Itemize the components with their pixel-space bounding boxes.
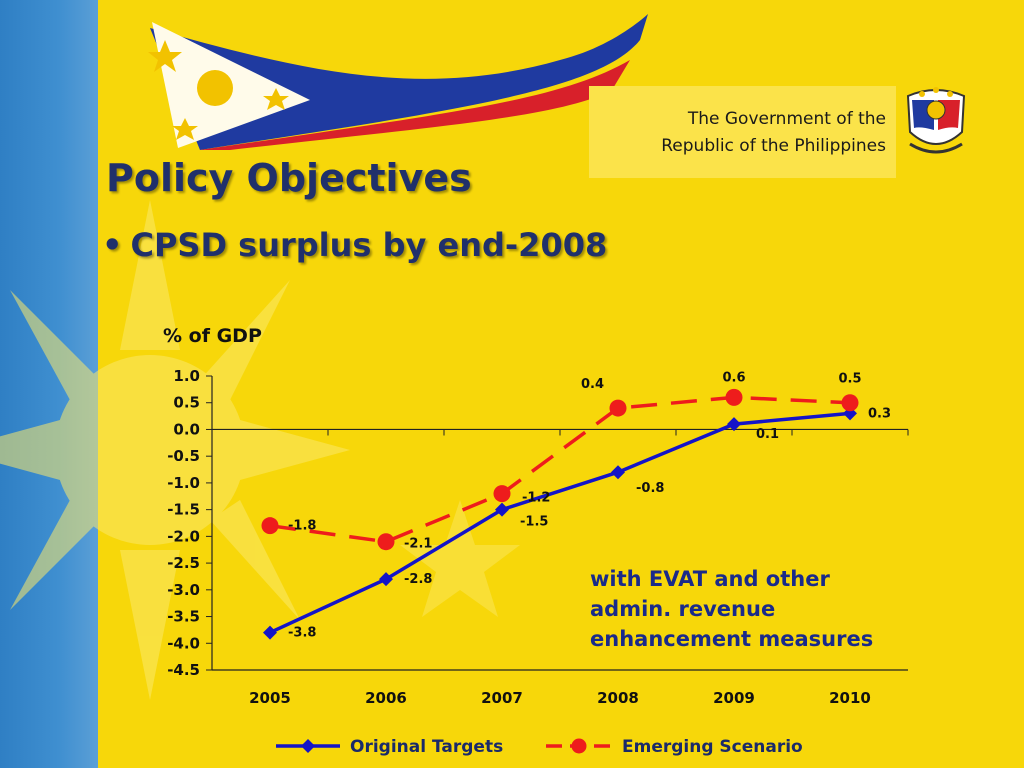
page-title: Policy Objectives — [106, 156, 472, 200]
y-tick-label: -4.0 — [167, 634, 200, 652]
y-tick-label: 0.5 — [173, 394, 200, 412]
data-label: -1.2 — [522, 491, 550, 506]
data-label: 0.1 — [756, 427, 779, 442]
series-line-1 — [269, 395, 851, 544]
bullet-text: CPSD surplus by end-2008 — [130, 226, 608, 264]
y-tick-label: -4.5 — [167, 661, 200, 679]
legend-marker — [571, 738, 587, 754]
philippine-seal-icon — [906, 87, 966, 154]
bullet-point: • CPSD surplus by end-2008 — [102, 226, 607, 264]
bullet-dot: • — [102, 226, 123, 264]
y-tick-label: -2.5 — [167, 554, 200, 572]
legend-label: Original Targets — [350, 737, 503, 757]
emerging-scenario-point — [493, 485, 511, 503]
x-tick-label: 2008 — [597, 689, 639, 707]
y-tick-label: -1.0 — [167, 474, 200, 492]
data-label: -3.8 — [288, 626, 316, 641]
chart-ylabel: % of GDP — [163, 325, 262, 347]
original-targets-point — [611, 465, 625, 480]
emerging-scenario-point — [377, 533, 395, 551]
data-label: -2.1 — [404, 537, 432, 552]
y-tick-label: -3.5 — [167, 608, 200, 626]
legend-label: Emerging Scenario — [622, 737, 803, 757]
emerging-scenario-point — [609, 399, 627, 417]
x-tick-label: 2005 — [249, 689, 291, 707]
government-text: The Government of the Republic of the Ph… — [661, 109, 886, 156]
y-tick-label: -0.5 — [167, 447, 200, 465]
data-label: -0.8 — [636, 481, 664, 496]
emerging-scenario-point — [261, 517, 279, 535]
original-targets-point — [379, 572, 393, 587]
data-label: 0.4 — [581, 377, 604, 392]
original-targets-point — [263, 625, 277, 640]
data-label: -2.8 — [404, 572, 432, 587]
data-label: -1.5 — [520, 515, 548, 530]
emerging-scenario-point — [725, 388, 743, 406]
y-tick-label: -3.0 — [167, 581, 200, 599]
data-label: 0.3 — [868, 406, 891, 421]
government-header-box: The Government of the Republic of the Ph… — [589, 86, 896, 178]
original-targets-point — [727, 417, 741, 432]
legend-marker — [301, 739, 315, 753]
x-tick-label: 2007 — [481, 689, 523, 707]
x-tick-label: 2010 — [829, 689, 871, 707]
x-tick-label: 2006 — [365, 689, 407, 707]
data-label: 0.6 — [722, 370, 745, 385]
emerging-scenario-point — [841, 394, 859, 412]
data-label: -1.8 — [288, 519, 316, 534]
y-tick-label: 0.0 — [173, 420, 200, 438]
series-line-0 — [269, 411, 851, 635]
y-tick-label: 1.0 — [173, 367, 200, 385]
x-tick-label: 2009 — [713, 689, 755, 707]
original-targets-point — [495, 502, 509, 517]
data-label: 0.5 — [838, 372, 861, 387]
y-tick-label: -2.0 — [167, 527, 200, 545]
y-tick-label: -1.5 — [167, 501, 200, 519]
chart-annotation: with EVAT and other admin. revenue enhan… — [590, 567, 874, 651]
